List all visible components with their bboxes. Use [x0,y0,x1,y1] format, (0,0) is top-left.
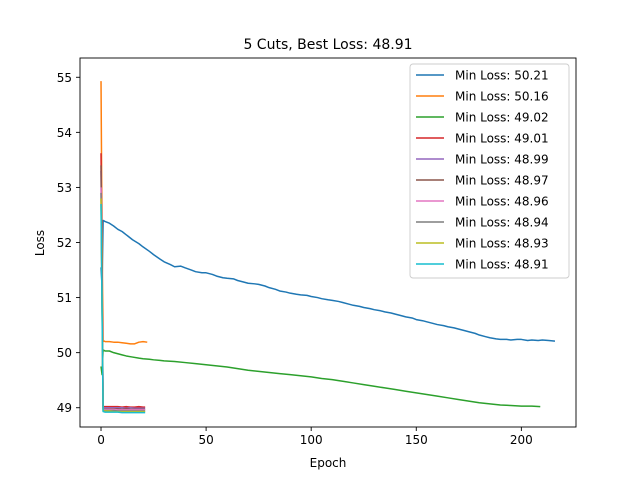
legend-label-5: Min Loss: 48.99 [455,153,549,167]
y-tick-label: 50 [57,346,72,360]
legend-label-7: Min Loss: 48.96 [455,195,549,209]
x-tick-label: 150 [405,433,428,447]
y-tick-label: 55 [57,71,72,85]
x-tick-label: 200 [510,433,533,447]
legend-label-6: Min Loss: 48.97 [455,174,549,188]
series-line-3 [100,349,541,408]
legend-label-2: Min Loss: 50.16 [455,90,549,104]
chart-title: 5 Cuts, Best Loss: 48.91 [243,37,412,53]
legend-label-10: Min Loss: 48.91 [455,258,549,272]
y-tick-label: 49 [57,401,72,415]
y-tick-label: 52 [57,236,72,250]
x-axis-label: Epoch [310,456,347,470]
legend: Min Loss: 50.21 Min Loss: 50.16 Min Loss: … [409,63,570,279]
plot-area: 0 50 100 150 200 49 50 51 52 53 54 55 [57,57,577,447]
y-tick-label: 51 [57,291,72,305]
series-line-1 [100,219,556,342]
series-line-10 [100,203,146,414]
legend-box [409,63,570,279]
x-axis-ticks: 0 50 100 150 200 [97,427,533,447]
y-axis-ticks: 49 50 51 52 53 54 55 [57,71,80,415]
legend-label-4: Min Loss: 49.01 [455,132,549,146]
legend-label-9: Min Loss: 48.93 [455,237,549,251]
legend-label-1: Min Loss: 50.21 [455,69,549,83]
y-tick-label: 53 [57,181,72,195]
y-axis-label: Loss [33,230,47,256]
series-lines [100,81,556,414]
legend-label-3: Min Loss: 49.02 [455,111,549,125]
legend-label-8: Min Loss: 48.94 [455,216,549,230]
x-tick-label: 100 [300,433,323,447]
series-line-2 [100,81,148,345]
y-tick-label: 54 [57,126,72,140]
x-tick-label: 0 [97,433,105,447]
x-tick-label: 50 [198,433,213,447]
